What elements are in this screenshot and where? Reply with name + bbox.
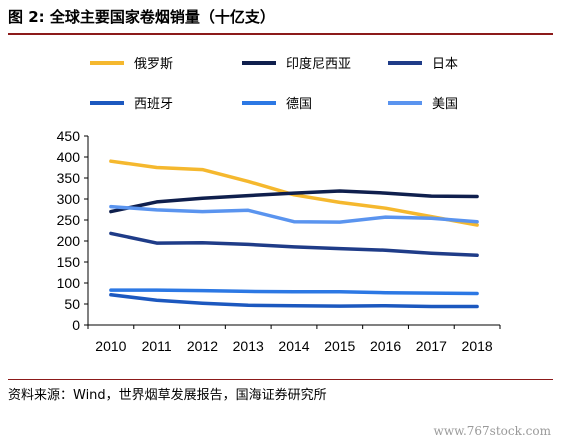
chart-series [109,159,479,309]
series-line [109,189,479,214]
y-tick-label: 0 [72,317,80,333]
x-tick-label: 2016 [370,338,401,354]
series-line [109,231,479,258]
legend-item: 日本 [388,56,458,71]
title-divider [8,33,553,35]
y-tick-label: 300 [57,191,81,207]
x-tick-label: 2011 [142,338,172,354]
legend-label: 俄罗斯 [134,56,173,71]
series-line [109,204,479,224]
figure-title: 图 2: 全球主要国家卷烟销量（十亿支） [8,8,275,26]
legend-label: 日本 [432,56,458,71]
x-tick-label: 2013 [233,338,264,354]
y-tick-label: 100 [57,275,81,291]
legend-item: 印度尼西亚 [242,56,351,71]
series-line [109,288,479,296]
legend-item: 俄罗斯 [90,56,173,71]
y-tick-label: 250 [57,212,81,228]
x-tick-label: 2017 [416,338,447,354]
y-tick-label: 200 [57,233,81,249]
x-tick-label: 2015 [324,338,355,354]
y-tick-label: 400 [57,149,81,165]
watermark: www.767stock.com [433,424,551,438]
y-tick-label: 450 [57,128,81,144]
y-tick-label: 50 [64,296,80,312]
legend-label: 美国 [432,96,458,111]
series-line [109,293,479,309]
legend-label: 印度尼西亚 [286,56,351,71]
legend-item: 西班牙 [90,96,173,111]
legend-label: 西班牙 [134,96,173,111]
x-tick-label: 2018 [462,338,493,354]
y-tick-label: 350 [57,170,81,186]
legend-item: 美国 [388,96,458,111]
x-tick-label: 2010 [95,338,126,354]
legend-label: 德国 [286,96,312,111]
x-tick-label: 2012 [187,338,218,354]
source-note: 资料来源：Wind，世界烟草发展报告，国海证券研究所 [8,388,327,403]
legend-item: 德国 [242,96,312,111]
x-tick-label: 2014 [278,338,309,354]
source-divider [8,379,553,380]
chart-axes: 0 50 100 150 200 250 300 350 400 450 2010 2011 2012 2… [57,128,501,354]
y-tick-label: 150 [57,254,81,270]
